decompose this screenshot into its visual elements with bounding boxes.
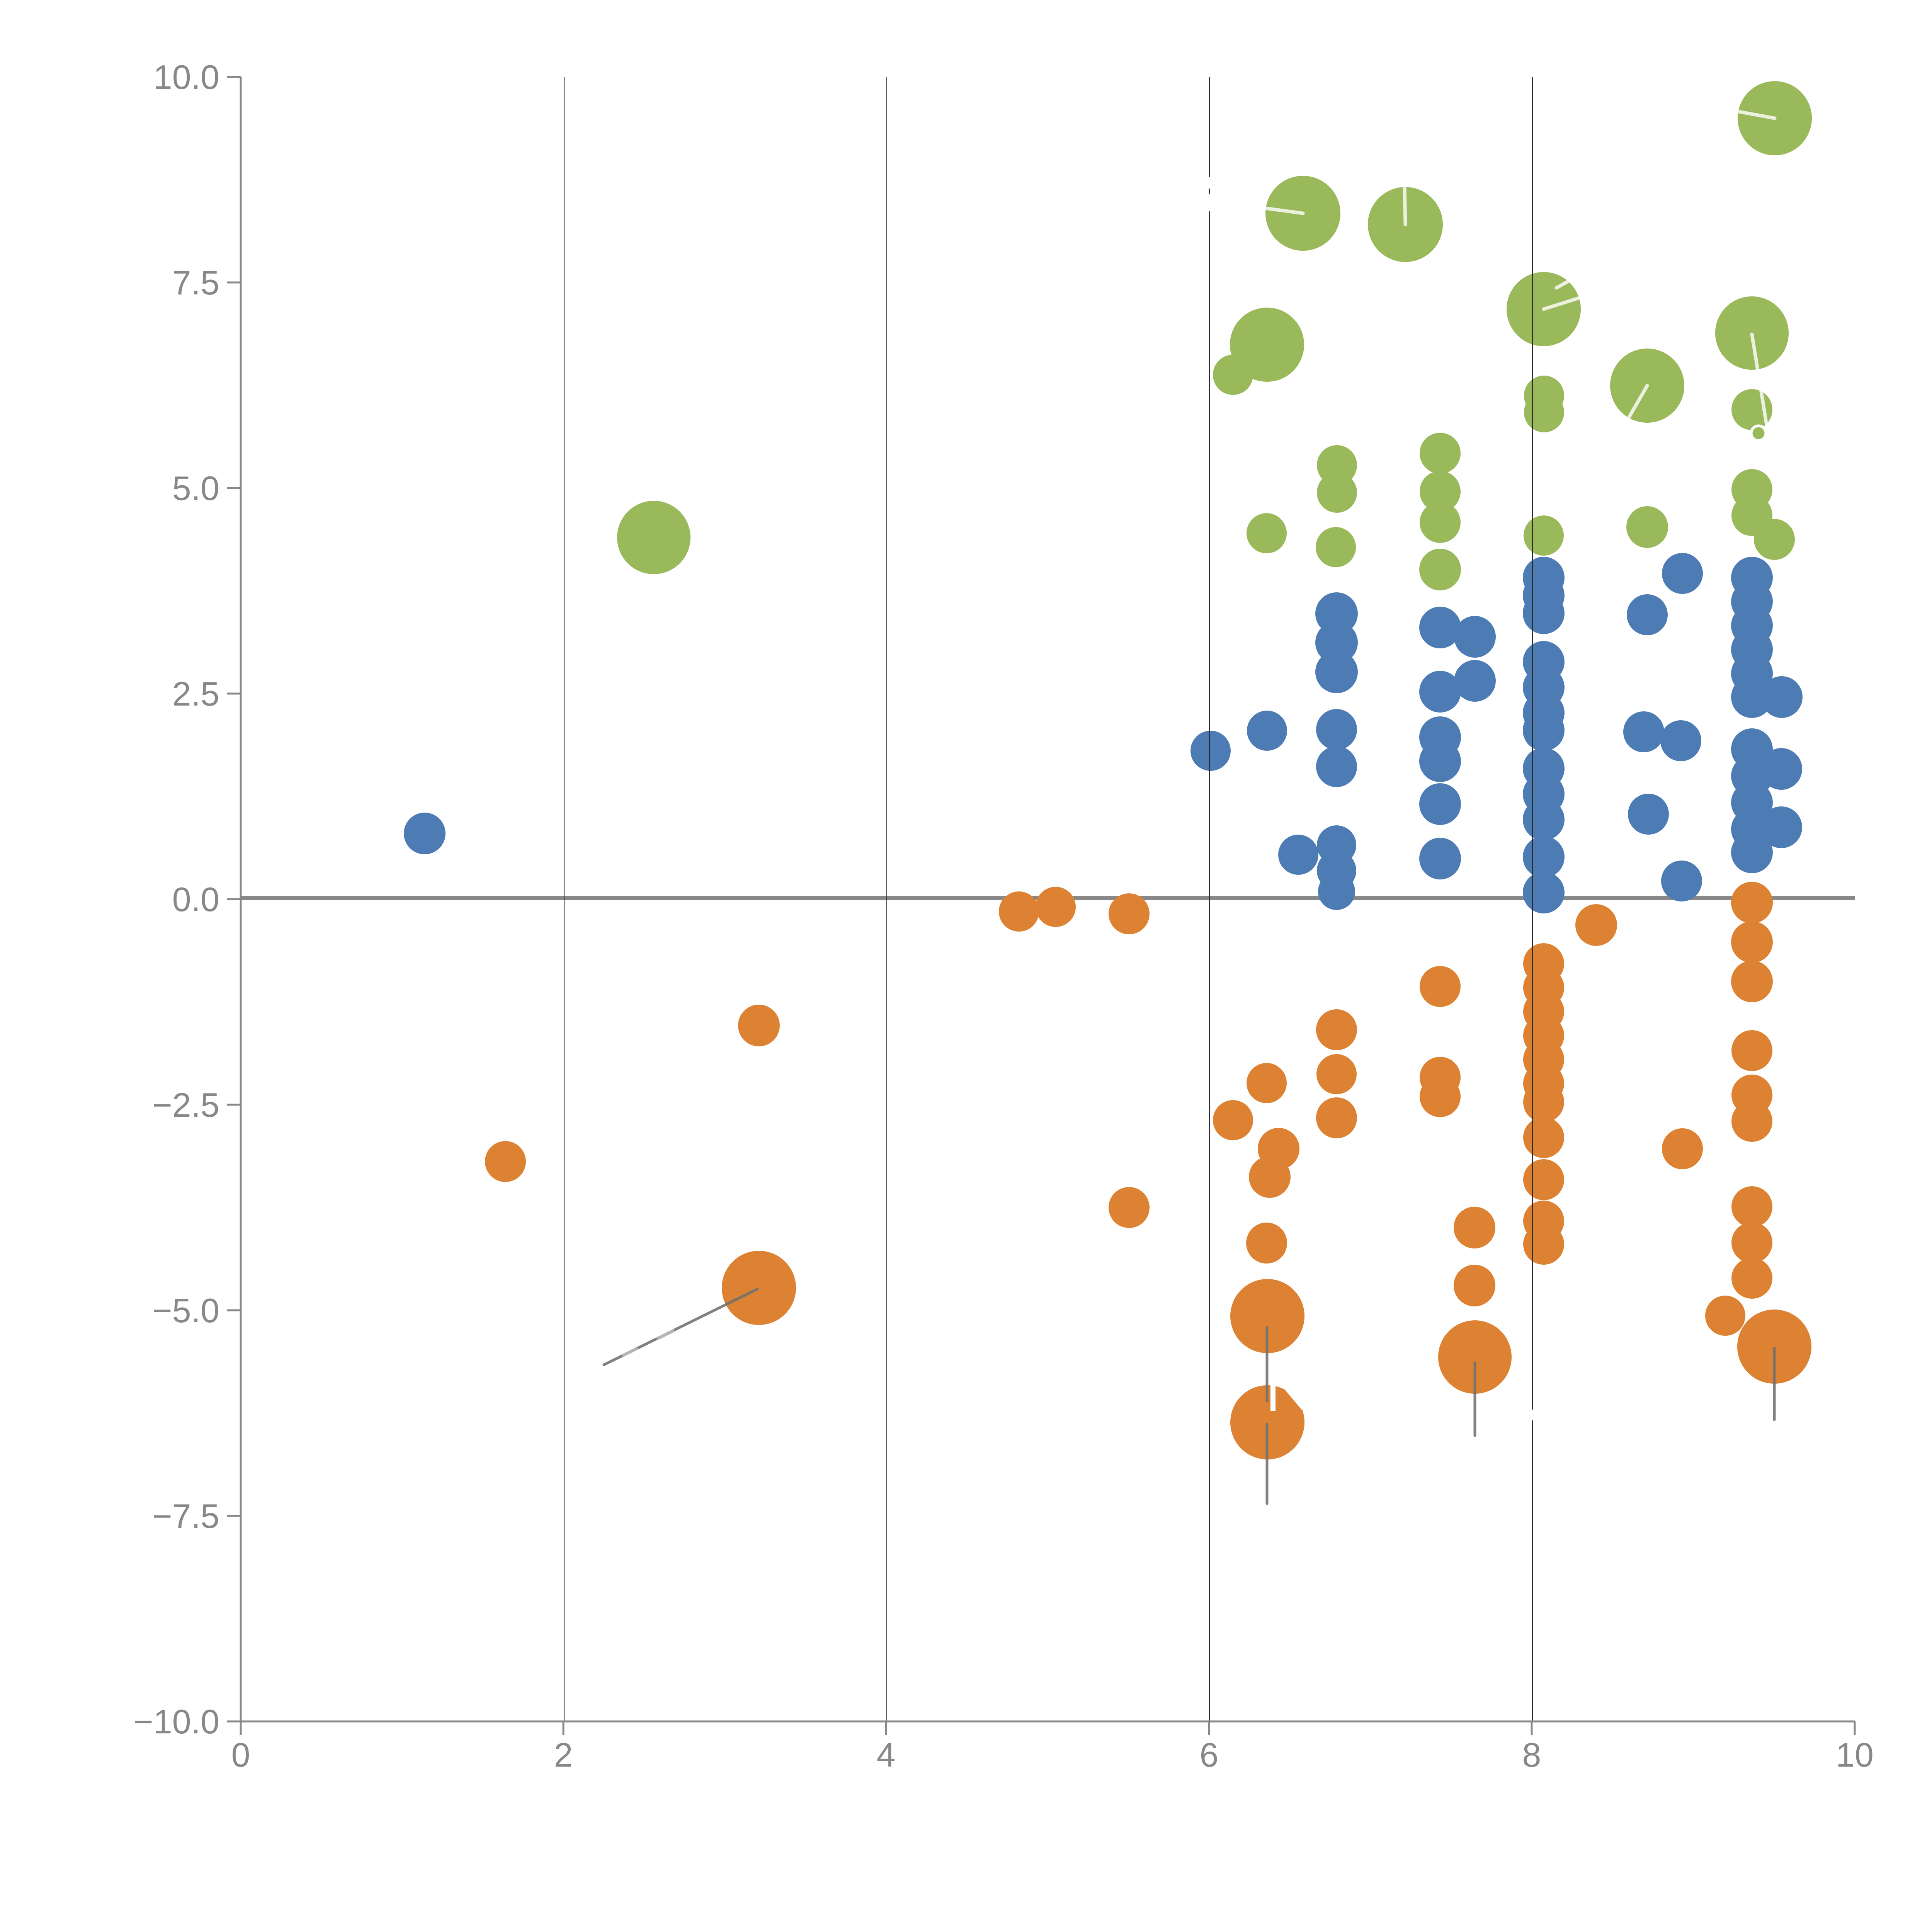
svg-text:−2.5: −2.5: [152, 1086, 219, 1124]
svg-text:−5.0: −5.0: [152, 1291, 219, 1330]
svg-text:0: 0: [231, 1736, 250, 1774]
svg-text:−7.5: −7.5: [152, 1497, 219, 1535]
svg-text:−10.0: −10.0: [133, 1702, 219, 1741]
svg-text:2: 2: [554, 1736, 573, 1774]
svg-text:7.5: 7.5: [172, 264, 219, 302]
svg-text:6: 6: [1200, 1736, 1219, 1774]
svg-text:4: 4: [877, 1736, 896, 1774]
svg-text:8: 8: [1522, 1736, 1541, 1774]
svg-text:0.0: 0.0: [172, 880, 219, 918]
svg-text:2.5: 2.5: [172, 675, 219, 713]
svg-text:5.0: 5.0: [172, 469, 219, 507]
svg-text:10: 10: [1836, 1736, 1874, 1774]
svg-text:10.0: 10.0: [153, 58, 219, 96]
